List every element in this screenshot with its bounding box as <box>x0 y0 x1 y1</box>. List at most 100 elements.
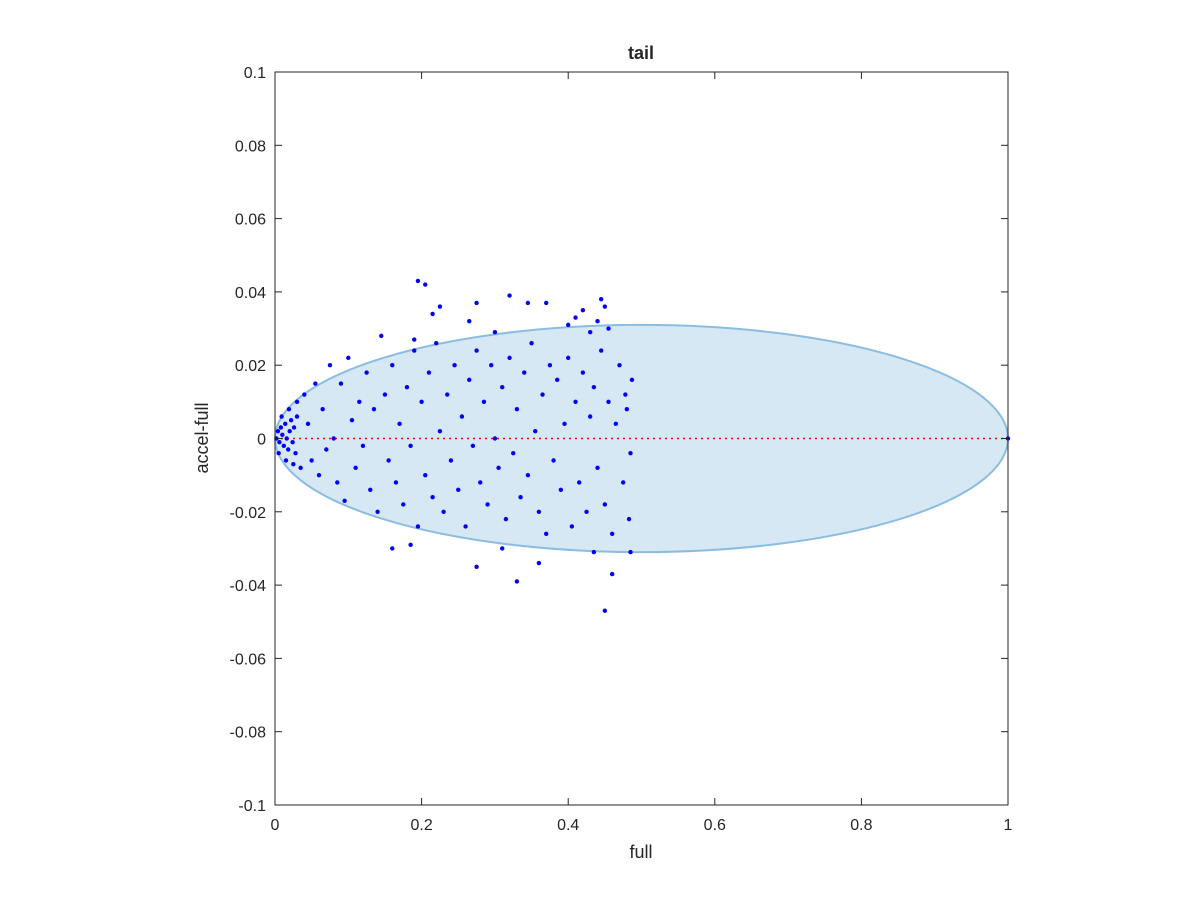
y-tick-label: 0.06 <box>235 212 266 229</box>
y-tick-label: 0.02 <box>235 358 266 375</box>
data-point-100 <box>478 480 483 485</box>
data-point-56 <box>313 381 318 386</box>
data-point-70 <box>364 370 369 375</box>
data-point-92 <box>448 458 454 463</box>
data-point-24 <box>536 560 542 566</box>
data-point-17 <box>587 330 593 335</box>
data-point-144 <box>623 392 628 397</box>
data-point-59 <box>324 447 329 452</box>
data-point-110 <box>514 406 520 412</box>
data-point-102 <box>485 502 490 507</box>
data-point-96 <box>463 524 468 529</box>
y-tick-label: 0.1 <box>244 65 266 82</box>
data-point-61 <box>331 436 336 441</box>
data-points <box>274 278 1011 613</box>
data-point-123 <box>562 421 567 427</box>
data-point-94 <box>456 487 461 493</box>
data-point-143 <box>626 516 632 522</box>
data-point-131 <box>591 384 597 390</box>
data-point-115 <box>533 428 538 434</box>
data-point-34 <box>278 425 284 430</box>
x-tick-label: 0 <box>271 817 280 834</box>
data-point-8 <box>580 308 586 313</box>
data-point-133 <box>598 348 604 353</box>
data-point-91 <box>445 392 450 397</box>
x-tick-label: 0.2 <box>410 817 432 834</box>
data-point-23 <box>514 579 520 584</box>
data-point-21 <box>408 542 413 547</box>
x-axis-label: full <box>629 842 652 862</box>
data-point-72 <box>371 406 377 412</box>
data-point-15 <box>412 337 417 342</box>
data-point-125 <box>569 524 575 529</box>
data-point-104 <box>492 436 498 441</box>
data-point-55 <box>309 458 314 463</box>
data-point-10 <box>602 304 608 309</box>
data-point-119 <box>547 363 553 368</box>
data-point-74 <box>382 392 388 397</box>
data-point-87 <box>430 494 435 500</box>
data-point-130 <box>587 414 593 419</box>
data-point-107 <box>503 516 509 522</box>
data-point-126 <box>573 399 578 405</box>
data-point-32 <box>275 428 281 434</box>
data-point-65 <box>346 355 351 361</box>
data-point-45 <box>294 414 300 419</box>
data-point-42 <box>290 439 295 445</box>
data-point-33 <box>277 439 282 445</box>
data-point-105 <box>496 465 501 471</box>
y-tick-label: -0.1 <box>238 798 266 815</box>
data-point-136 <box>609 531 615 536</box>
data-point-90 <box>441 509 446 514</box>
data-point-20 <box>390 546 395 551</box>
data-point-16 <box>492 330 498 335</box>
data-point-129 <box>584 509 589 514</box>
data-point-122 <box>558 487 564 493</box>
data-point-53 <box>302 392 307 397</box>
data-point-116 <box>536 509 542 514</box>
data-point-43 <box>291 425 297 430</box>
data-point-48 <box>283 458 289 463</box>
data-point-89 <box>437 428 443 434</box>
data-point-79 <box>401 502 406 507</box>
data-point-1 <box>423 282 428 287</box>
data-point-117 <box>540 392 545 397</box>
x-tick-label: 0.6 <box>704 817 726 834</box>
y-tick-label: 0.08 <box>235 138 266 155</box>
data-point-22 <box>474 564 479 569</box>
data-point-69 <box>360 443 366 449</box>
data-point-38 <box>284 436 289 441</box>
data-point-78 <box>397 421 402 427</box>
data-point-66 <box>349 417 355 423</box>
y-tick-label: -0.06 <box>230 651 267 668</box>
data-point-103 <box>489 363 494 368</box>
data-point-95 <box>459 414 465 419</box>
data-point-51 <box>294 399 300 405</box>
data-point-114 <box>529 341 534 346</box>
data-point-49 <box>286 406 292 412</box>
data-point-54 <box>305 421 311 427</box>
y-tick-label: 0 <box>257 432 266 449</box>
data-point-19 <box>606 326 611 331</box>
data-point-75 <box>386 458 391 463</box>
data-point-121 <box>555 377 560 383</box>
data-point-0 <box>415 278 421 284</box>
data-point-113 <box>525 472 531 478</box>
data-point-2 <box>430 311 435 317</box>
data-point-141 <box>628 450 633 456</box>
x-tick-label: 1 <box>1004 817 1013 834</box>
data-point-58 <box>320 406 325 412</box>
data-point-13 <box>467 319 472 324</box>
data-point-3 <box>437 304 443 309</box>
data-point-67 <box>353 465 358 471</box>
x-tick-label: 0.8 <box>850 817 872 834</box>
data-point-138 <box>617 363 622 368</box>
data-point-14 <box>379 333 384 339</box>
data-point-82 <box>412 348 417 353</box>
data-point-132 <box>595 465 600 471</box>
data-point-4 <box>474 300 479 306</box>
data-point-128 <box>580 370 586 375</box>
data-point-41 <box>288 417 294 423</box>
x-tick-label: 0.4 <box>557 817 579 834</box>
